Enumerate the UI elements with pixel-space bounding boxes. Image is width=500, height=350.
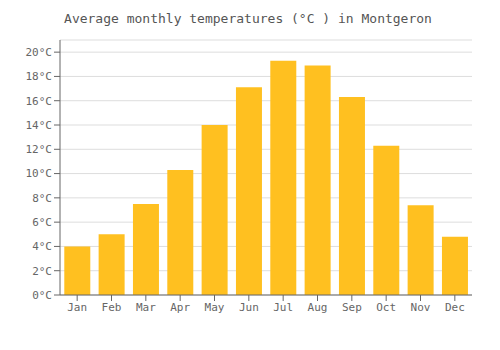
svg-text:Feb: Feb <box>102 301 122 314</box>
svg-text:Nov: Nov <box>411 301 431 314</box>
svg-text:Apr: Apr <box>170 301 190 314</box>
svg-text:Sep: Sep <box>342 301 362 314</box>
svg-text:0°C: 0°C <box>32 289 52 302</box>
svg-text:16°C: 16°C <box>26 95 53 108</box>
svg-text:10°C: 10°C <box>26 167 53 180</box>
svg-text:Oct: Oct <box>376 301 396 314</box>
svg-text:May: May <box>205 301 225 314</box>
svg-text:2°C: 2°C <box>32 265 52 278</box>
svg-text:18°C: 18°C <box>26 70 53 83</box>
svg-text:Dec: Dec <box>445 301 465 314</box>
svg-text:6°C: 6°C <box>32 216 52 229</box>
svg-text:Jun: Jun <box>239 301 259 314</box>
svg-text:8°C: 8°C <box>32 192 52 205</box>
svg-text:12°C: 12°C <box>26 143 53 156</box>
svg-text:Aug: Aug <box>308 301 328 314</box>
svg-text:20°C: 20°C <box>26 46 53 59</box>
svg-text:Jan: Jan <box>67 301 87 314</box>
svg-text:14°C: 14°C <box>26 119 53 132</box>
html-text:Average monthly temperatures (: Average monthly temperatures (°C ) in Mo… <box>64 11 432 26</box>
svg-text:Mar: Mar <box>136 301 156 314</box>
svg-text:Jul: Jul <box>273 301 293 314</box>
svg-text:4°C: 4°C <box>32 240 52 253</box>
